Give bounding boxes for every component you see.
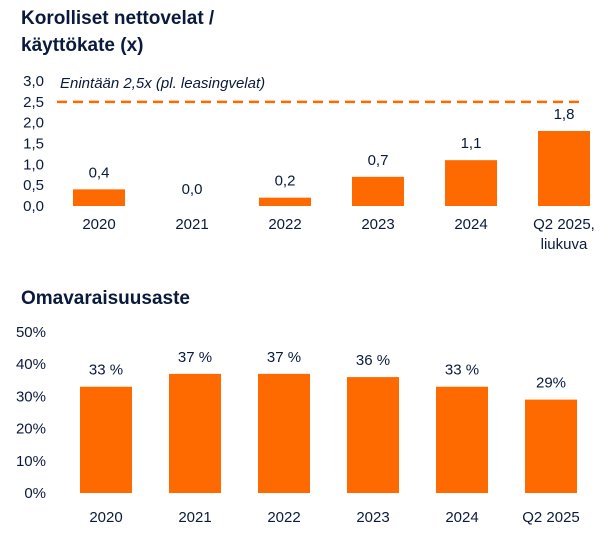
chart2-category-label: 2024 [445,509,478,526]
chart1-category-label: 2020 [82,216,115,233]
chart2-ytick-label: 40% [16,356,46,373]
chart2-ytick-label: 20% [16,421,46,438]
chart1-title-line1: Korolliset nettovelat / [21,8,215,29]
chart1-title-line2: käyttökate (x) [21,35,144,56]
chart1-ytick-label: 3,0 [23,73,44,90]
chart1-category-label: Q2 2025, liukuva [533,216,595,253]
chart2-category-label: 2022 [267,509,300,526]
chart1-value-label: 0,4 [89,164,110,181]
chart2-bar [347,377,399,493]
chart2-bar [80,386,132,493]
chart2-category-label: 2021 [178,509,211,526]
chart1-value-label: 0,2 [275,173,296,190]
chart1-bar [73,189,125,206]
chart2-value-label: 33 % [445,362,479,379]
chart1-bar [538,131,590,206]
chart1-ytick-label: 2,0 [23,115,44,132]
chart2-category-label: 2020 [89,509,122,526]
chart2-bar [436,386,488,493]
chart1-ytick-label: 0,5 [23,177,44,194]
chart2-value-label: 37 % [267,349,301,366]
chart2-value-label: 36 % [356,352,390,369]
chart1-value-label: 0,0 [182,181,203,198]
chart2-category-label: 2023 [356,509,389,526]
chart1-category-label: 2023 [361,216,394,233]
chart2-ytick-label: 30% [16,388,46,405]
chart1-ytick-label: 2,5 [23,94,44,111]
chart2-bar [525,399,577,493]
chart2-title: Omavaraisuusaste [21,288,190,309]
chart2-bar [258,373,310,493]
chart2-bar [169,373,221,493]
chart1-value-label: 0,7 [368,152,389,169]
chart1-bar [259,197,311,206]
chart2-value-label: 37 % [178,349,212,366]
chart1-ytick-label: 1,5 [23,136,44,153]
chart1-ytick-label: 0,0 [23,198,44,215]
chart1-category-label: 2024 [454,216,487,233]
chart2-ytick-label: 0% [24,485,46,502]
chart1-bar [445,160,497,206]
chart2-ytick-label: 10% [16,453,46,470]
chart1-ytick-label: 1,0 [23,156,44,173]
chart1-value-label: 1,8 [554,106,575,123]
chart1-value-label: 1,1 [461,135,482,152]
chart1-reference-label: Enintään 2,5x (pl. leasingvelat) [60,75,265,92]
chart1-bar [352,176,404,206]
chart2-value-label: 29% [536,375,566,392]
chart2-category-label: Q2 2025 [522,509,580,526]
chart2-value-label: 33 % [89,362,123,379]
chart1-category-label: 2021 [175,216,208,233]
chart1-category-label: 2022 [268,216,301,233]
chart2-ytick-label: 50% [16,324,46,341]
